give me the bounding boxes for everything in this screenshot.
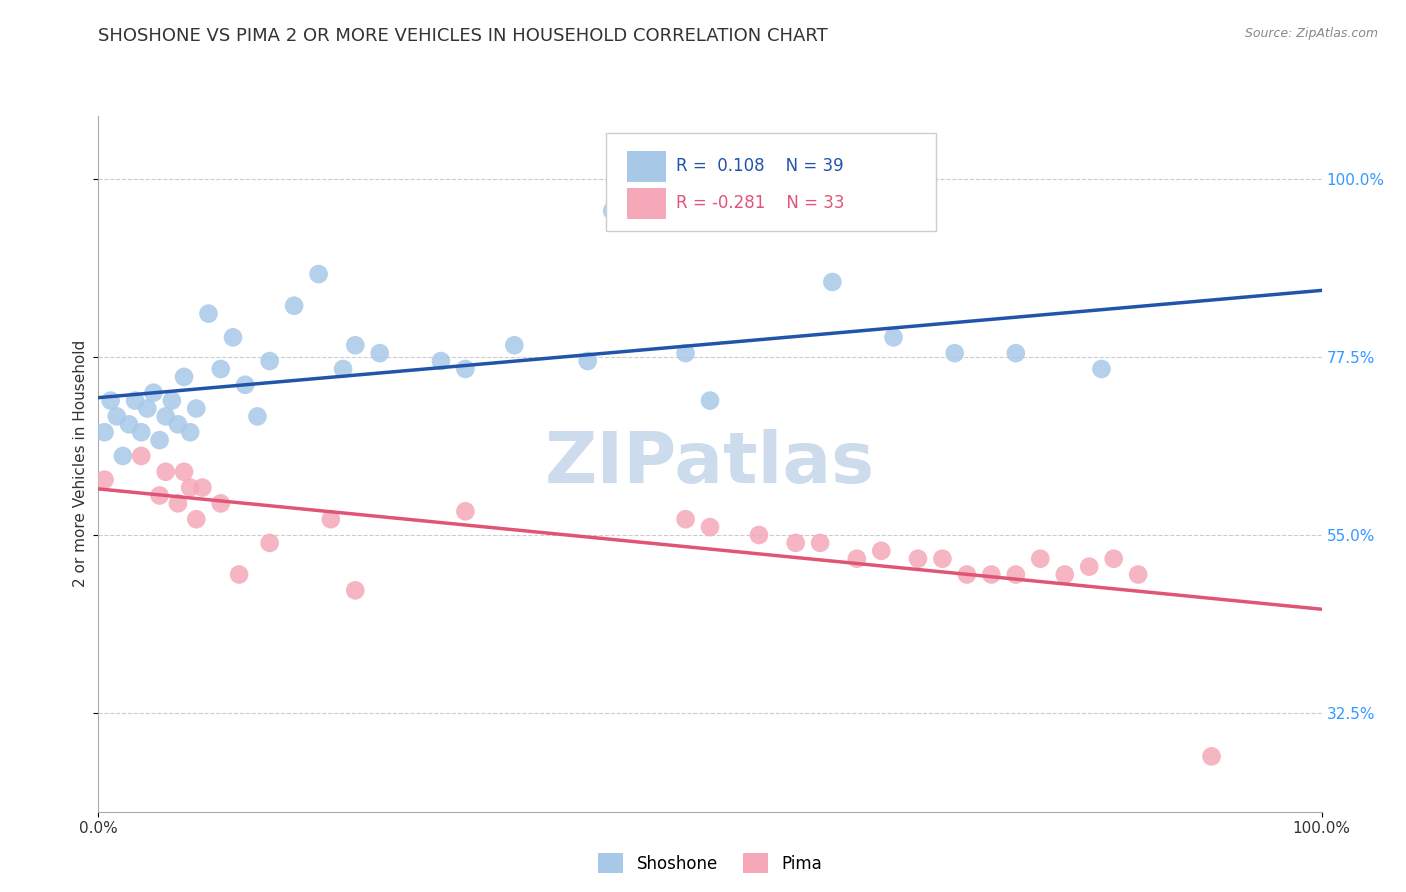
Legend: Shoshone, Pima: Shoshone, Pima xyxy=(592,847,828,880)
Point xyxy=(124,393,146,408)
Point xyxy=(259,536,281,550)
Point xyxy=(430,354,453,368)
Point xyxy=(344,338,367,352)
Point xyxy=(167,496,190,510)
Point xyxy=(191,481,214,495)
Point xyxy=(503,338,526,352)
FancyBboxPatch shape xyxy=(606,134,936,231)
Point xyxy=(118,417,141,432)
Point xyxy=(808,536,831,550)
Text: R = -0.281    N = 33: R = -0.281 N = 33 xyxy=(676,194,844,212)
Point xyxy=(179,425,201,440)
Point xyxy=(821,275,844,289)
Point xyxy=(344,583,367,598)
Point xyxy=(160,393,183,408)
Point xyxy=(600,203,623,218)
Point xyxy=(308,267,330,281)
Y-axis label: 2 or more Vehicles in Household: 2 or more Vehicles in Household xyxy=(73,340,89,588)
Point xyxy=(368,346,391,360)
Point xyxy=(1004,567,1026,582)
Text: R =  0.108    N = 39: R = 0.108 N = 39 xyxy=(676,157,844,175)
Point xyxy=(197,307,219,321)
Point xyxy=(179,481,201,495)
Point xyxy=(845,551,868,566)
Point xyxy=(576,354,599,368)
Point xyxy=(870,544,893,558)
Point xyxy=(222,330,245,344)
Point xyxy=(454,504,477,518)
Point xyxy=(785,536,807,550)
Point xyxy=(155,409,177,424)
Text: SHOSHONE VS PIMA 2 OR MORE VEHICLES IN HOUSEHOLD CORRELATION CHART: SHOSHONE VS PIMA 2 OR MORE VEHICLES IN H… xyxy=(98,27,828,45)
Point xyxy=(283,299,305,313)
Point xyxy=(105,409,128,424)
Point xyxy=(943,346,966,360)
FancyBboxPatch shape xyxy=(627,151,666,182)
Point xyxy=(675,512,697,526)
Point xyxy=(129,425,152,440)
Point xyxy=(93,425,115,440)
Point xyxy=(332,362,354,376)
Point xyxy=(1004,346,1026,360)
Point xyxy=(883,330,905,344)
Point xyxy=(186,401,208,416)
Point xyxy=(93,473,115,487)
Point xyxy=(167,417,190,432)
Point xyxy=(675,346,697,360)
Point xyxy=(907,551,929,566)
Point xyxy=(931,551,953,566)
Text: Source: ZipAtlas.com: Source: ZipAtlas.com xyxy=(1244,27,1378,40)
Point xyxy=(186,512,208,526)
Point xyxy=(1078,559,1101,574)
Point xyxy=(228,567,250,582)
Point xyxy=(233,377,256,392)
Point xyxy=(129,449,152,463)
Point xyxy=(155,465,177,479)
Point xyxy=(173,370,195,384)
Point xyxy=(1029,551,1052,566)
FancyBboxPatch shape xyxy=(627,187,666,219)
Point xyxy=(1128,567,1150,582)
Point xyxy=(142,385,165,400)
Point xyxy=(259,354,281,368)
Point xyxy=(246,409,269,424)
Point xyxy=(699,393,721,408)
Point xyxy=(149,488,172,502)
Point xyxy=(1102,551,1125,566)
Text: ZIPatlas: ZIPatlas xyxy=(546,429,875,499)
Point xyxy=(173,465,195,479)
Point xyxy=(319,512,342,526)
Point xyxy=(1053,567,1076,582)
Point xyxy=(1090,362,1112,376)
Point xyxy=(748,528,770,542)
Point xyxy=(1201,749,1223,764)
Point xyxy=(209,496,232,510)
Point xyxy=(149,433,172,447)
Point xyxy=(980,567,1002,582)
Point xyxy=(209,362,232,376)
Point xyxy=(136,401,159,416)
Point xyxy=(699,520,721,534)
Point xyxy=(100,393,122,408)
Point xyxy=(111,449,134,463)
Point xyxy=(956,567,979,582)
Point xyxy=(454,362,477,376)
